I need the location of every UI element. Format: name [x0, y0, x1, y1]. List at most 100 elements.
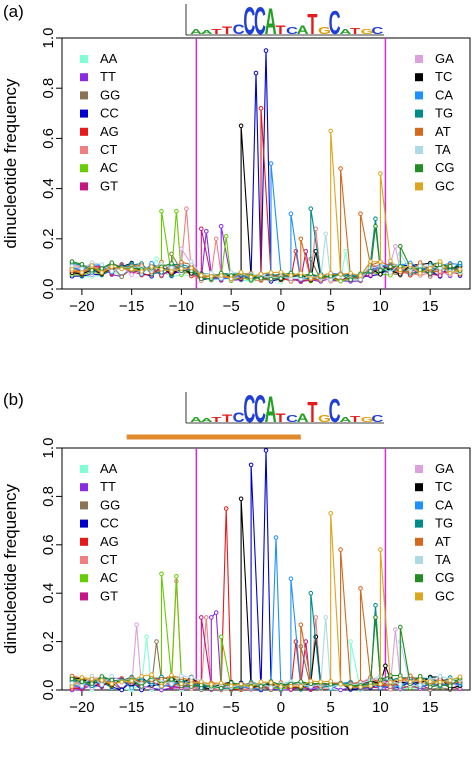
- series-AG: [69, 506, 463, 693]
- legend-label: GA: [435, 461, 454, 476]
- data-point: [378, 259, 383, 265]
- data-point: [437, 674, 443, 679]
- legend-swatch: [80, 537, 88, 546]
- y-tick-label: 0.6: [40, 128, 57, 149]
- series-CC: [69, 48, 463, 284]
- legend-swatch: [80, 146, 88, 154]
- data-point: [368, 259, 373, 264]
- motif-logo-letter: C: [286, 413, 298, 424]
- x-tick-label: −15: [119, 298, 144, 315]
- legend-swatch: [415, 465, 423, 473]
- data-point: [358, 684, 363, 690]
- legend-swatch: [80, 127, 88, 136]
- data-point: [368, 683, 373, 689]
- data-point: [263, 448, 269, 453]
- data-point: [69, 684, 75, 689]
- data-point: [388, 679, 393, 685]
- motif-logo-letter: T: [211, 27, 221, 36]
- y-tick-label: 0.2: [40, 228, 57, 249]
- motif-logo-letter: C: [233, 22, 245, 37]
- legend-item-GG: GG: [80, 497, 120, 512]
- data-point: [129, 272, 134, 278]
- data-point: [159, 571, 164, 577]
- y-tick-label: 1.0: [40, 28, 57, 49]
- y-tick-label: 1.0: [40, 438, 57, 459]
- series-line: [71, 513, 461, 688]
- y-axis: 0.0 0.2 0.4 0.6 0.8 1.0: [40, 28, 62, 299]
- data-point: [373, 603, 378, 608]
- data-point: [308, 678, 314, 684]
- data-point: [273, 535, 279, 540]
- x-tick-label: −10: [169, 298, 194, 315]
- data-point: [323, 231, 329, 237]
- data-point: [338, 547, 343, 552]
- data-point: [248, 684, 254, 690]
- legend-item-AC: AC: [80, 570, 118, 585]
- data-point: [427, 679, 433, 684]
- legend-label: TA: [435, 552, 451, 567]
- legend-item-GG: GG: [80, 87, 120, 102]
- data-point: [318, 273, 324, 278]
- motif-logo-letter: T: [222, 412, 233, 424]
- legend-label: CT: [100, 142, 117, 157]
- x-tick-label: −20: [69, 298, 94, 315]
- series-CA: [69, 161, 463, 282]
- legend-swatch: [415, 483, 423, 492]
- x-tick-label: −5: [223, 699, 240, 716]
- motif-logo-letter: C: [329, 392, 341, 430]
- data-point: [189, 681, 194, 687]
- legend-label: TT: [100, 69, 116, 84]
- x-tick-label: 5: [327, 298, 335, 315]
- data-point: [388, 684, 393, 690]
- x-tick-label: 5: [327, 699, 335, 716]
- legend-label: GT: [100, 588, 118, 603]
- data-point: [218, 224, 224, 229]
- data-point: [378, 267, 383, 273]
- data-point: [447, 270, 453, 276]
- legend-item-GC: GC: [415, 588, 455, 603]
- series-line: [71, 573, 461, 690]
- data-point: [348, 270, 353, 276]
- legend-item-GT: GT: [80, 178, 118, 193]
- legend-item-CT: CT: [80, 142, 117, 157]
- legend-swatch: [415, 537, 423, 546]
- data-point: [179, 260, 184, 265]
- motif-logo-letter: T: [307, 9, 318, 41]
- legend-swatch: [80, 55, 88, 63]
- data-point: [218, 680, 224, 686]
- data-point: [268, 276, 274, 282]
- data-point: [149, 672, 154, 678]
- data-point: [99, 266, 105, 271]
- data-point: [408, 679, 413, 685]
- legend-label: CG: [435, 570, 455, 585]
- data-point: [199, 679, 204, 684]
- legend-label: GG: [100, 497, 120, 512]
- data-point: [398, 676, 403, 682]
- data-point: [109, 269, 115, 274]
- motif-logo-letter: A: [265, 390, 277, 431]
- data-point: [417, 271, 423, 276]
- data-point: [298, 683, 304, 689]
- series-AC: [69, 571, 463, 692]
- data-point: [199, 615, 204, 620]
- legend-item-TC: TC: [415, 69, 452, 84]
- legend-swatch: [415, 556, 423, 564]
- legend-label: GA: [435, 51, 454, 66]
- data-point: [398, 244, 403, 249]
- motif-logo-letter: A: [297, 24, 309, 37]
- data-point: [378, 681, 383, 687]
- data-point: [417, 263, 423, 269]
- legend-item-TT: TT: [80, 69, 116, 84]
- series-GC: [69, 128, 463, 282]
- data-point: [213, 610, 219, 615]
- legend-label: TC: [435, 69, 452, 84]
- data-point: [378, 547, 383, 552]
- legend-swatch: [80, 556, 88, 564]
- legend-label: GC: [435, 588, 455, 603]
- panel-label: (a): [3, 2, 24, 21]
- data-point: [189, 259, 194, 264]
- data-point: [288, 273, 294, 278]
- legend-label: TT: [100, 479, 116, 494]
- data-point: [427, 684, 433, 690]
